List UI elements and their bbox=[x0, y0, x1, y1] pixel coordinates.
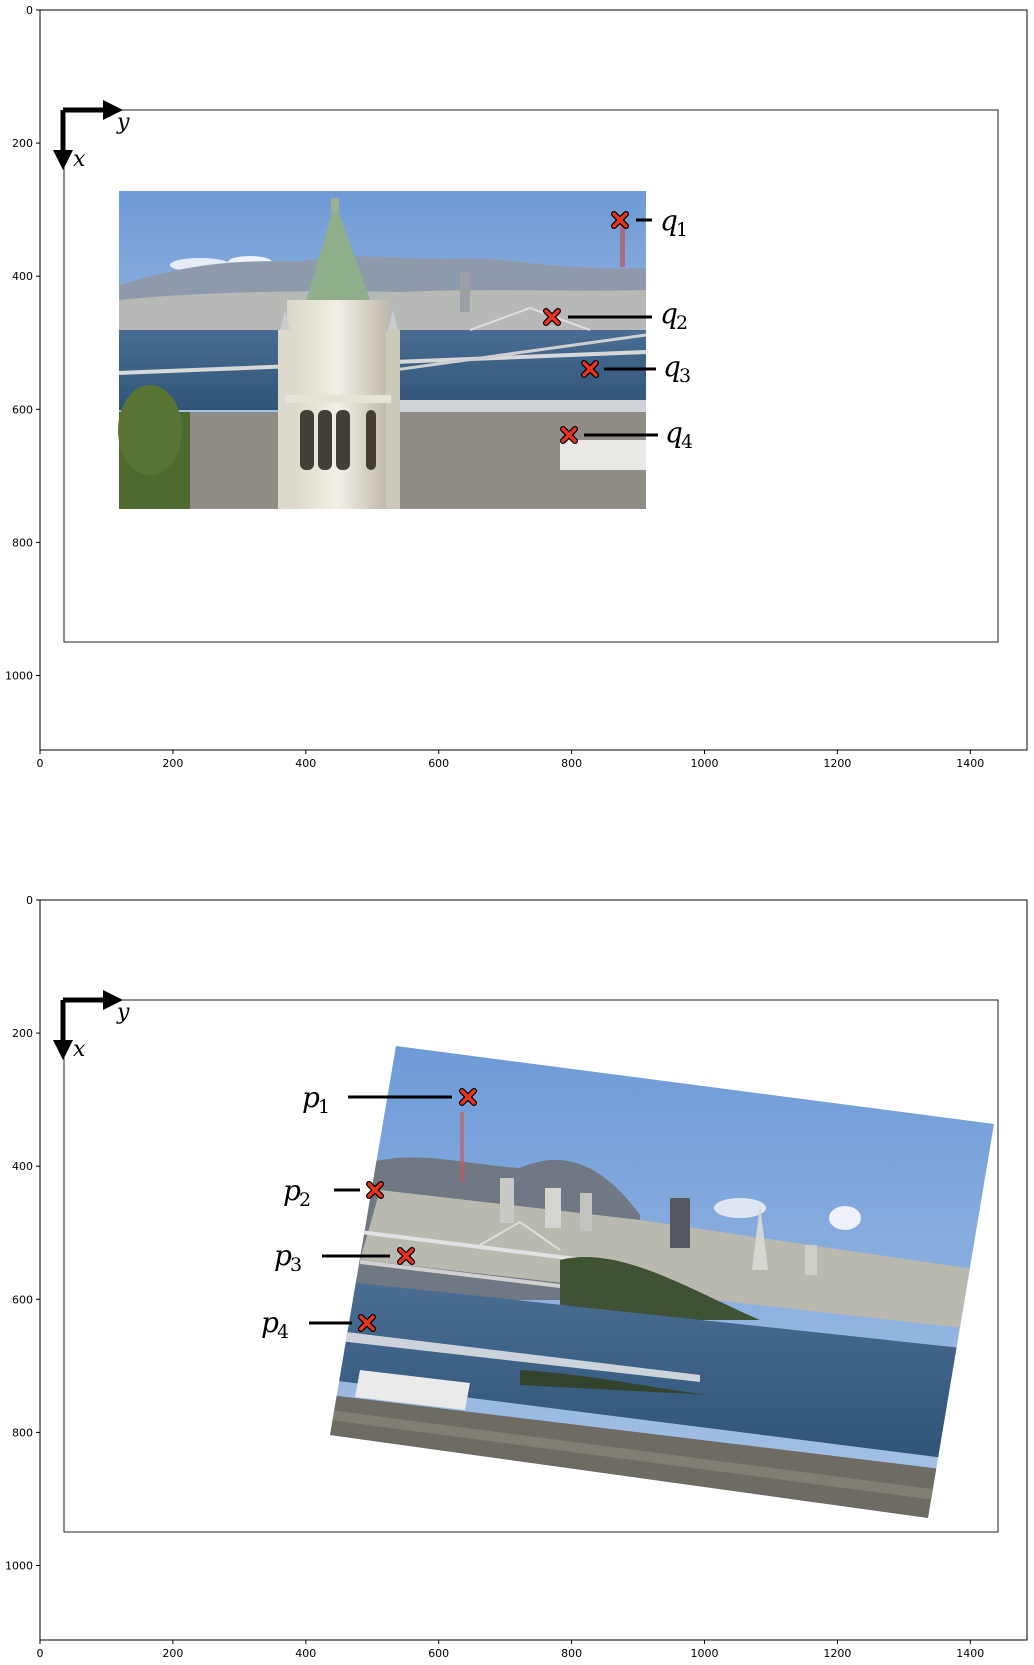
x-marker-icon bbox=[560, 426, 578, 444]
y-tick-label: 600 bbox=[12, 403, 33, 416]
top-y-ticks: 0 200 400 600 800 1000 bbox=[5, 4, 40, 683]
x-tick-label: 1000 bbox=[691, 1647, 719, 1660]
bottom-photo-skyline-warped bbox=[330, 1046, 994, 1518]
campanile-tower bbox=[278, 198, 400, 509]
x-tick-label: 1200 bbox=[823, 757, 851, 770]
x-marker-icon bbox=[459, 1088, 477, 1106]
point-p4: p4 bbox=[261, 1306, 376, 1343]
x-tick-label: 1400 bbox=[956, 757, 984, 770]
x-tick-label: 400 bbox=[295, 1647, 316, 1660]
y-tick-label: 0 bbox=[26, 894, 33, 907]
x-marker-icon bbox=[543, 308, 561, 326]
point-p3: p3 bbox=[274, 1239, 415, 1276]
bottom-x-arrow-label: x bbox=[73, 1037, 86, 1062]
point-label-subscript: 1 bbox=[676, 219, 688, 241]
point-label: q bbox=[665, 416, 683, 449]
x-tick-label: 0 bbox=[37, 1647, 44, 1660]
point-p2: p2 bbox=[283, 1174, 384, 1211]
y-tick-label: 200 bbox=[12, 137, 33, 150]
x-tick-label: 1000 bbox=[691, 757, 719, 770]
point-p1: p1 bbox=[302, 1081, 477, 1118]
x-tick-label: 800 bbox=[561, 757, 582, 770]
point-label: q bbox=[660, 297, 678, 330]
point-q4: q4 bbox=[560, 416, 693, 453]
point-label: q bbox=[660, 204, 678, 237]
x-tick-label: 1200 bbox=[823, 1647, 851, 1660]
point-label-subscript: 4 bbox=[277, 1321, 289, 1343]
bottom-x-ticks: 0 200 400 600 800 1000 1200 1400 bbox=[37, 1640, 984, 1660]
top-x-ticks: 0 200 400 600 800 1000 1200 1400 bbox=[37, 750, 984, 770]
bottom-y-arrow-label: y bbox=[116, 1000, 130, 1025]
point-label-subscript: 2 bbox=[299, 1189, 311, 1211]
point-label: q bbox=[663, 350, 681, 383]
x-marker-icon bbox=[397, 1247, 415, 1265]
point-q1: q1 bbox=[611, 204, 688, 241]
top-inner-canvas-frame bbox=[63, 109, 999, 643]
point-label: p bbox=[274, 1239, 292, 1272]
point-label-subscript: 3 bbox=[679, 365, 691, 387]
point-label: p bbox=[283, 1174, 301, 1207]
x-tick-label: 600 bbox=[428, 1647, 449, 1660]
x-marker-icon bbox=[581, 360, 599, 378]
point-label: p bbox=[261, 1306, 279, 1339]
y-tick-label: 400 bbox=[12, 1160, 33, 1173]
y-tick-label: 1000 bbox=[5, 1560, 33, 1573]
top-panel: 0 200 400 600 800 1000 1200 1400 0 200 400 600 800 1… bbox=[5, 4, 1028, 770]
bottom-inner-canvas-frame bbox=[63, 999, 999, 1533]
top-photo-campanile bbox=[118, 191, 647, 509]
x-tick-label: 600 bbox=[428, 757, 449, 770]
point-label: p bbox=[302, 1081, 320, 1114]
bottom-coordinate-axes: y x bbox=[53, 990, 130, 1062]
y-tick-label: 600 bbox=[12, 1293, 33, 1306]
point-label-subscript: 3 bbox=[290, 1254, 302, 1276]
point-q3: q3 bbox=[581, 350, 691, 387]
x-marker-icon bbox=[611, 211, 629, 229]
bottom-y-ticks: 0 200 400 600 800 1000 bbox=[5, 894, 40, 1573]
x-marker-icon bbox=[366, 1181, 384, 1199]
point-q2: q2 bbox=[543, 297, 688, 334]
bottom-panel: 0 200 400 600 800 1000 1200 1400 0 200 400 600 800 1… bbox=[5, 894, 1028, 1660]
top-coordinate-axes: y x bbox=[53, 100, 130, 172]
x-tick-label: 1400 bbox=[956, 1647, 984, 1660]
y-tick-label: 400 bbox=[12, 270, 33, 283]
point-label-subscript: 4 bbox=[681, 431, 693, 453]
x-tick-label: 200 bbox=[162, 1647, 183, 1660]
y-tick-label: 0 bbox=[26, 4, 33, 17]
point-label-subscript: 1 bbox=[318, 1096, 330, 1118]
x-tick-label: 200 bbox=[162, 757, 183, 770]
top-x-arrow-label: x bbox=[73, 147, 86, 172]
x-tick-label: 0 bbox=[37, 757, 44, 770]
y-tick-label: 1000 bbox=[5, 670, 33, 683]
x-tick-label: 800 bbox=[561, 1647, 582, 1660]
x-marker-icon bbox=[358, 1314, 376, 1332]
top-y-arrow-label: y bbox=[116, 110, 130, 135]
y-tick-label: 800 bbox=[12, 536, 33, 549]
y-tick-label: 800 bbox=[12, 1426, 33, 1439]
x-tick-label: 400 bbox=[295, 757, 316, 770]
point-label-subscript: 2 bbox=[676, 312, 688, 334]
y-tick-label: 200 bbox=[12, 1027, 33, 1040]
